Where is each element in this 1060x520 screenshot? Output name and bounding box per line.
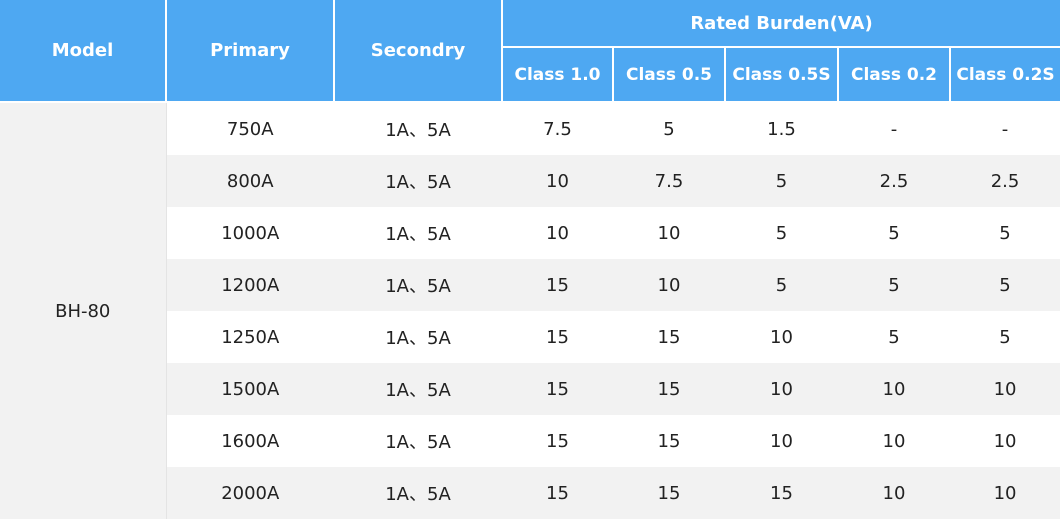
table-cell: 2.5 (950, 155, 1060, 207)
table-row: 1000A 1A、5A 10 10 5 5 5 (0, 207, 1060, 259)
table-cell: 1A、5A (385, 120, 451, 141)
table-cell: 10 (882, 430, 906, 452)
table-cell: 1A、5A (385, 328, 451, 349)
table-cell: 10 (950, 467, 1060, 519)
table-row: 800A 1A、5A 10 7.5 5 2.5 2.5 (0, 155, 1060, 207)
table-cell: 10 (546, 222, 569, 244)
table-cell: 1A、5A (334, 467, 502, 519)
table-row: 1500A 1A、5A 15 15 10 10 10 (0, 363, 1060, 415)
table-cell: 10 (993, 430, 1017, 452)
table-cell: 2.5 (838, 155, 950, 207)
header-cell: Rated Burden(VA) (500, 0, 1060, 48)
table-cell: 1A、5A (334, 363, 502, 415)
table-cell: 1250A (221, 326, 280, 348)
table-cell: 1A、5A (334, 155, 502, 207)
table-row: 2000A 1A、5A 15 15 15 10 10 (0, 467, 1060, 519)
table-cell: 7.5 (613, 155, 725, 207)
table-cell: 10 (770, 326, 793, 348)
table-header: Model Primary Secondry Rated Burden(VA) … (0, 0, 1060, 103)
table-cell: 10 (838, 467, 950, 519)
header-cell: Class 0.2S (948, 46, 1060, 103)
header-cell: Class 1.0 (502, 46, 614, 103)
table-cell: 5 (999, 222, 1011, 244)
table-cell: 15 (502, 259, 613, 311)
table-cell: 10 (613, 259, 725, 311)
table-row: 1250A 1A、5A 15 15 10 5 5 (0, 311, 1060, 363)
table-cell: 7.5 (543, 118, 572, 140)
header-row: Model Primary Secondry Rated Burden(VA) (0, 0, 1060, 103)
table-cell: 10 (502, 155, 613, 207)
table-cell: 15 (502, 363, 613, 415)
table-cell: 15 (657, 326, 681, 348)
table-cell: 5 (775, 222, 788, 244)
header-row: Class 1.0 Class 0.5 Class 0.5S Class 0.2 Cla… (0, 46, 1060, 103)
table-cell: 1.5 (767, 118, 796, 140)
table-cell: 1A、5A (334, 259, 502, 311)
table-cell: 15 (613, 467, 725, 519)
table-cell: 5 (950, 259, 1060, 311)
table-cell: 15 (725, 467, 838, 519)
table-cell: 1000A (221, 222, 280, 244)
header-cell: Primary (165, 0, 335, 103)
model-cell: BH-80 (0, 102, 167, 519)
table-cell: 15 (613, 363, 725, 415)
table-cell: 5 (663, 118, 675, 140)
header-cell: Model (0, 0, 167, 103)
table-cell: 10 (838, 363, 950, 415)
table-row: 1600A 1A、5A 15 15 10 10 10 (0, 415, 1060, 467)
header-cell: Class 0.5 (612, 46, 726, 103)
table-row: 1200A 1A、5A 15 10 5 5 5 (0, 259, 1060, 311)
table-cell: - (1001, 118, 1009, 140)
table-cell: - (890, 118, 898, 140)
table-cell: 10 (950, 363, 1060, 415)
table-cell: 5 (888, 222, 900, 244)
table-cell: 15 (502, 467, 613, 519)
table-cell: 1A、5A (385, 432, 451, 453)
table-cell: 2000A (166, 467, 334, 519)
table-cell: 10 (657, 222, 681, 244)
table-cell: 5 (888, 326, 900, 348)
header-cell: Class 0.2 (837, 46, 951, 103)
table-cell: 10 (725, 363, 838, 415)
table-cell: 5 (838, 259, 950, 311)
table-row: BH-80 750A 1A、5A 7.5 5 1.5- - (0, 102, 1060, 519)
table-body: BH-80 750A 1A、5A 7.5 5 1.5- -800A 1A、5A 10 7.5 5 2.… (0, 102, 1060, 519)
table-cell: 1A、5A (385, 224, 451, 245)
table-cell: 15 (657, 430, 681, 452)
table-cell: 5 (725, 155, 838, 207)
table-cell: 5 (725, 259, 838, 311)
table-cell: 800A (166, 155, 334, 207)
table-cell: 5 (999, 326, 1011, 348)
table-cell: 750A (226, 118, 274, 140)
table-cell: 15 (546, 326, 569, 348)
table-cell: 1500A (166, 363, 334, 415)
table-cell: 1600A (221, 430, 280, 452)
header-cell: Class 0.5S (724, 46, 839, 103)
table-cell: 1200A (166, 259, 334, 311)
header-cell: Secondry (333, 0, 503, 103)
table-cell: 10 (770, 430, 793, 452)
table-cell: 15 (546, 430, 569, 452)
